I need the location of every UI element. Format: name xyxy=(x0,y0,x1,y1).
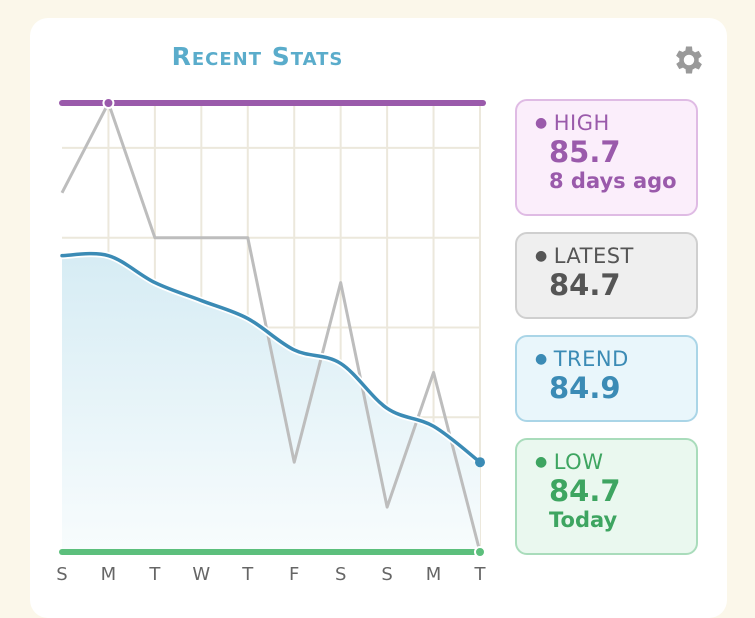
series-daily-line xyxy=(60,101,482,553)
latest-label: LATEST xyxy=(553,244,634,268)
x-tick-label: T xyxy=(241,564,254,585)
x-tick-label: S xyxy=(56,564,67,585)
bullet-icon: ● xyxy=(535,115,548,131)
high-value: 85.7 xyxy=(549,135,621,169)
high-point xyxy=(102,97,115,109)
stat-latest-card: ● LATEST 84.7 xyxy=(515,232,698,319)
bullet-icon: ● xyxy=(535,454,548,470)
trend-label: TREND xyxy=(553,347,629,371)
trend-value: 84.9 xyxy=(549,371,621,405)
x-tick-label: W xyxy=(192,564,210,585)
stat-high-card: ● HIGH 85.7 8 days ago xyxy=(515,99,698,216)
trend-end-point xyxy=(475,457,485,468)
low-sub: Today xyxy=(549,508,618,532)
series-trend-line xyxy=(60,251,482,464)
stat-trend-card: ● TREND 84.9 xyxy=(515,335,698,422)
stat-low-card: ● LOW 84.7 Today xyxy=(515,438,698,555)
low-point xyxy=(474,546,486,558)
x-tick-label: T xyxy=(148,564,161,585)
x-tick-label: M xyxy=(426,564,442,585)
gear-icon[interactable] xyxy=(671,42,707,78)
low-label: LOW xyxy=(553,450,604,474)
bullet-icon: ● xyxy=(535,248,548,264)
page-title: Recent Stats xyxy=(171,42,344,71)
high-sub: 8 days ago xyxy=(549,169,677,193)
low-value: 84.7 xyxy=(549,474,621,508)
trend-area xyxy=(62,253,480,552)
x-tick-label: S xyxy=(335,564,346,585)
latest-value: 84.7 xyxy=(549,268,621,302)
x-tick-label: S xyxy=(381,564,392,585)
high-label: HIGH xyxy=(553,111,610,135)
x-tick-label: M xyxy=(101,564,117,585)
bullet-icon: ● xyxy=(535,351,548,367)
x-tick-label: F xyxy=(289,564,299,585)
x-tick-label: T xyxy=(474,564,487,585)
